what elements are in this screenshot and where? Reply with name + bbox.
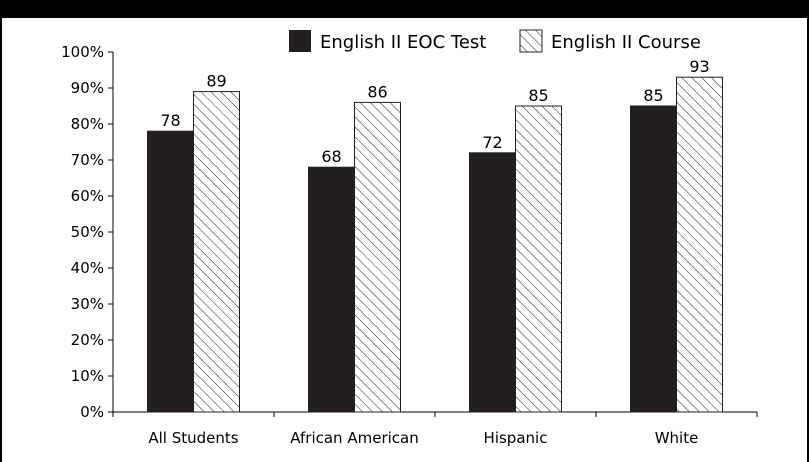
bar-series-1-african-american <box>308 166 355 413</box>
data-label: 85 <box>643 86 663 105</box>
y-tick-label: 60% <box>71 187 104 205</box>
bar-series-2-all-students <box>193 91 240 413</box>
y-tick-label: 70% <box>71 151 104 169</box>
category-labels: All Students African American Hispanic Whit… <box>148 429 698 447</box>
legend-swatch-series-2 <box>519 29 543 53</box>
top-bar <box>0 0 809 18</box>
data-label: 89 <box>206 72 226 91</box>
bar-series-1-all-students <box>147 130 194 413</box>
legend-label-series-1: English II EOC Test <box>320 32 486 53</box>
right-border <box>807 0 809 462</box>
x-ticks <box>112 412 758 417</box>
data-label: 86 <box>367 82 387 101</box>
y-tick-label: 90% <box>71 79 104 97</box>
data-labels: 78 89 68 86 72 85 85 93 <box>160 57 709 166</box>
y-tick-label: 100% <box>61 43 104 61</box>
legend-label-series-2: English II Course <box>551 32 701 53</box>
y-tick-label: 10% <box>71 367 104 385</box>
data-label: 72 <box>482 133 502 152</box>
y-ticks: 0% 10% 20% 30% 40% 50% 60% 70% 80% 90% 100% <box>61 43 113 421</box>
legend-swatch-series-1 <box>289 30 311 52</box>
data-label: 78 <box>160 111 180 130</box>
category-label: All Students <box>148 429 238 447</box>
data-label: 93 <box>689 57 709 76</box>
bar-series-2-hispanic <box>515 105 562 413</box>
bar-series-1-hispanic <box>469 152 516 413</box>
left-border <box>0 0 2 462</box>
y-tick-label: 30% <box>71 295 104 313</box>
y-tick-label: 50% <box>71 223 104 241</box>
y-tick-label: 20% <box>71 331 104 349</box>
category-label: African American <box>290 429 418 447</box>
y-tick-label: 40% <box>71 259 104 277</box>
bars <box>147 76 723 413</box>
data-label: 85 <box>528 86 548 105</box>
bar-series-2-african-american <box>354 101 401 413</box>
bar-series-1-white <box>630 105 677 413</box>
category-label: White <box>655 429 699 447</box>
data-label: 68 <box>321 147 341 166</box>
category-label: Hispanic <box>484 429 548 447</box>
legend: English II EOC Test English II Course <box>289 29 701 53</box>
bar-series-2-white <box>676 76 723 413</box>
y-tick-label: 0% <box>80 403 104 421</box>
y-tick-label: 80% <box>71 115 104 133</box>
